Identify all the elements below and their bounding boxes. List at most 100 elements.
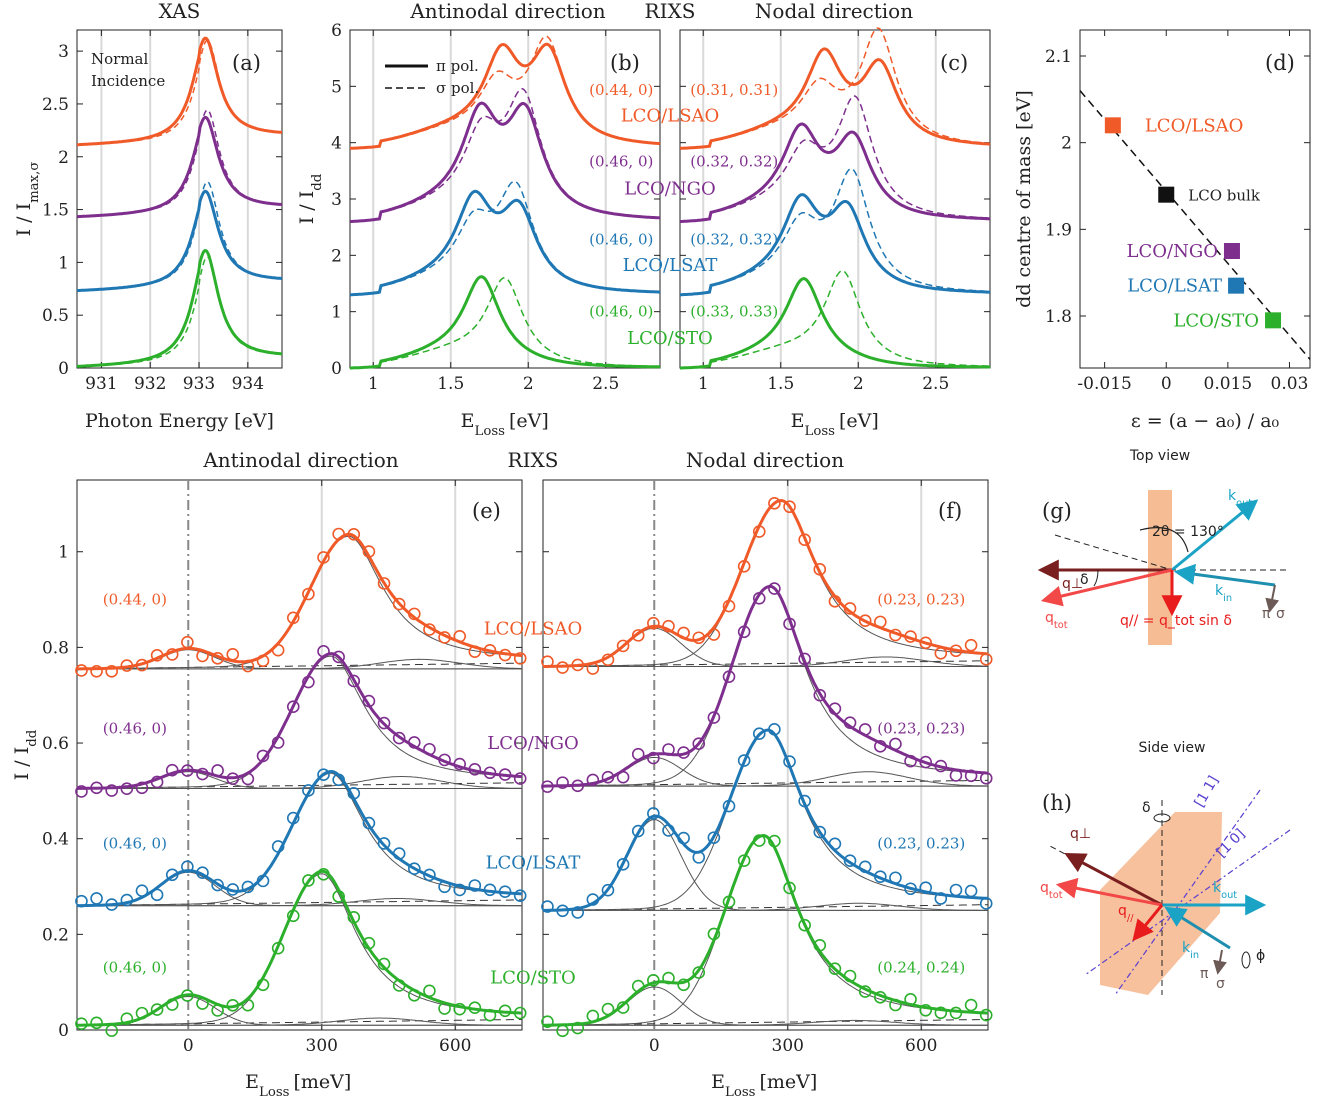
e-ylabel: I / Idd (11, 729, 40, 780)
data-point-e (105, 784, 119, 797)
data-point-f (949, 769, 963, 782)
data-point-e (332, 773, 345, 787)
data-point-e (181, 860, 194, 873)
data-point-e (286, 700, 300, 713)
k-in-arrow-side (1164, 906, 1231, 950)
data-point-f (556, 776, 569, 789)
data-point-e (105, 1024, 119, 1037)
data-point-e (271, 840, 285, 853)
dd-xlabel-c-unit: [eV] (839, 410, 879, 432)
title-rixs-bottom: RIXS (508, 448, 559, 472)
data-point-f (768, 834, 781, 848)
data-point-f (843, 854, 857, 867)
data-point-f (752, 727, 766, 740)
data-point-e (135, 781, 149, 795)
data-point-f (601, 653, 615, 667)
data-point-e (362, 694, 376, 708)
data-point-e (196, 649, 209, 663)
data-point-e (377, 957, 391, 971)
background-f (543, 660, 988, 667)
data-point-e (196, 997, 209, 1010)
data-point-f (571, 1021, 585, 1035)
text-layer: 931 932 933 934 0 0.5 1 1.5 2 2.5 3 XAS Normal Incide… (11, 0, 1308, 1098)
data-point-f (616, 858, 630, 871)
y-tick-label: 1 (331, 303, 342, 323)
total-fit-f-LCO/NGO (543, 584, 989, 788)
data-point-e (196, 866, 209, 880)
dd-xlabel-b: ELoss (461, 410, 506, 439)
q-label-f: (0.24, 0.24) (877, 959, 965, 977)
dd-pi-b-LCO/LSAO (349, 42, 661, 150)
data-point-e (423, 868, 436, 882)
data-point-f (571, 658, 585, 672)
q-tot-arrow (1040, 568, 1173, 607)
legend-sigma-label: σ pol. (436, 79, 479, 97)
x-tick-label: 600 (439, 1036, 471, 1056)
q-label-b: (0.46, 0) (589, 230, 653, 248)
data-point-e (241, 998, 255, 1012)
phonon-fit-f (543, 656, 989, 667)
data-point-f (556, 661, 569, 674)
data-point-e (513, 772, 527, 785)
data-point-e (483, 1008, 497, 1022)
data-point-e (241, 772, 255, 786)
x-tick-label: 931 (85, 374, 117, 394)
data-layer (75, 27, 1311, 1038)
q-label-b: (0.46, 0) (589, 303, 653, 321)
x-tick-label: -0.015 (1077, 374, 1131, 394)
data-point-e (226, 648, 240, 661)
sample-label-bottom-STO: LCO/STO (490, 967, 576, 988)
panel-label-g: (g) (1042, 499, 1072, 523)
data-point-e (513, 652, 527, 665)
dd-xlabel-c: ELoss (791, 410, 836, 439)
dd-pi-c-LCO/LSAO (679, 47, 991, 150)
data-point-e (135, 1006, 149, 1020)
data-point-e (392, 847, 406, 860)
y-tick-label: 0.8 (42, 638, 69, 658)
dd-pi-b-LCO/LSAT (349, 189, 661, 297)
data-point-f (934, 759, 948, 773)
data-point-e (332, 527, 345, 541)
title-nodal: Nodal direction (755, 0, 913, 23)
data-point-e (423, 984, 436, 998)
sample-label-LSAO: LCO/LSAO (621, 106, 720, 127)
panel-a-frame (76, 29, 283, 369)
background-f (543, 779, 989, 787)
q-perp-label: q⊥ (1062, 576, 1083, 592)
phonon-fit-e (77, 658, 522, 670)
data-point-f (798, 652, 811, 666)
data-point-f (889, 998, 902, 1012)
data-point-f (919, 1004, 933, 1017)
background-e (77, 1019, 522, 1026)
data-point-e (286, 611, 300, 625)
panel-label-a: (a) (232, 51, 261, 75)
data-point-e (438, 880, 451, 894)
q-perp-label-side: q⊥ (1070, 826, 1091, 842)
sample-label-LSAT: LCO/LSAT (623, 255, 718, 276)
dd-ylabel: I / Idd (296, 173, 325, 224)
data-point-f (647, 974, 660, 987)
strain-point-2 (1223, 243, 1240, 259)
data-point-f (647, 616, 660, 630)
data-point-e (498, 648, 512, 662)
note-normal: Normal (91, 50, 148, 68)
data-point-f (874, 870, 887, 883)
q-label-b: (0.46, 0) (589, 153, 653, 171)
note-incidence: Incidence (91, 72, 165, 90)
data-point-f (662, 619, 675, 633)
data-point-f (874, 615, 887, 629)
data-point-e (392, 979, 406, 992)
data-point-f (964, 638, 978, 652)
data-point-e (317, 768, 330, 781)
q-label-c: (0.33, 0.33) (690, 303, 778, 321)
title-nodal-bottom: Nodal direction (686, 448, 844, 472)
data-point-f (662, 743, 675, 756)
angle-arc (1139, 527, 1189, 553)
data-point-f (813, 688, 827, 702)
d-label-lsat: LCO/LSAT (1127, 276, 1222, 297)
title-antinodal-bottom: Antinodal direction (202, 448, 398, 472)
data-point-e (271, 643, 285, 657)
data-point-e (468, 1001, 482, 1014)
data-point-e (408, 862, 421, 875)
